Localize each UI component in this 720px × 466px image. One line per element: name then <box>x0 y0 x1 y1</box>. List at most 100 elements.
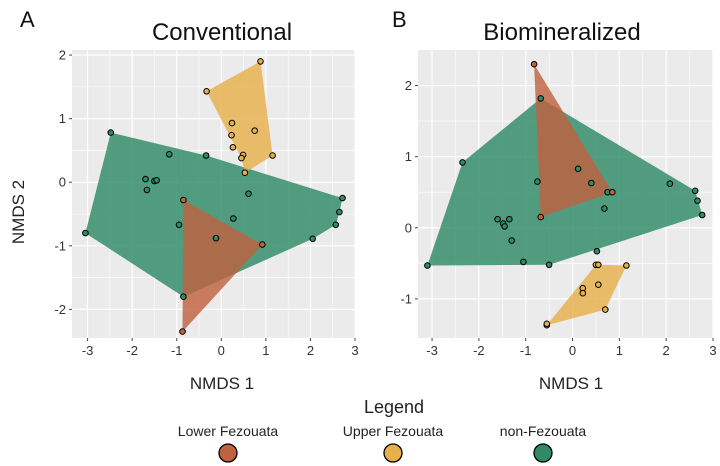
legend-label-non: non-Fezouata <box>500 423 587 439</box>
legend-title: Legend <box>364 397 424 417</box>
panel-a-point-non-fezouata <box>339 194 346 202</box>
panel-b-ytick-label: 2 <box>405 78 412 93</box>
panel-b-point-upper-fezouata <box>595 261 602 269</box>
panel-a-xtick-label: -2 <box>126 343 138 358</box>
panel-a-hull-lower-fezouata <box>182 200 263 332</box>
panel-b-point-upper-fezouata <box>595 281 602 289</box>
panel-a-xtick-label: 0 <box>218 343 225 358</box>
panel-a-point-non-fezouata <box>309 235 317 243</box>
panel-b-point-non-fezouata <box>601 205 608 212</box>
panel-b-ytick-label: 1 <box>405 149 412 164</box>
panel-b-ytick-label: -1 <box>400 291 412 306</box>
panel-a-ytick-label: -1 <box>54 238 66 253</box>
panel-b-xtick-label: -3 <box>426 343 438 358</box>
panel-a-point-non-fezouata <box>212 234 220 242</box>
panel-a-point-non-fezouata <box>82 229 89 237</box>
panel-b-point-non-fezouata <box>691 187 699 195</box>
panel-b-point-non-fezouata <box>501 223 508 230</box>
panel-b-xtick-label: -1 <box>520 343 532 358</box>
panel-b-point-non-fezouata <box>694 197 701 205</box>
legend-swatch-non <box>533 443 553 463</box>
panel-a-xtick-label: 2 <box>307 343 314 358</box>
panel-b-point-non-fezouata <box>508 237 516 244</box>
panel-a-point-non-fezouata <box>153 177 160 184</box>
panel-b-ytick-label: 0 <box>405 220 412 235</box>
panel-b-xlabel: NMDS 1 <box>539 374 603 393</box>
panel-a-point-upper-fezouata <box>269 152 276 159</box>
legend-swatch-lower <box>218 443 238 463</box>
panel-a-point-lower-fezouata <box>259 241 266 248</box>
panel-a-point-upper-fezouata <box>228 119 236 127</box>
panel-b-xtick-label: 3 <box>709 343 716 358</box>
legend: Legend Lower Fezouata Upper Fezouata non… <box>178 397 587 463</box>
legend-label-upper: Upper Fezouata <box>343 423 444 439</box>
panel-b-point-non-fezouata <box>574 165 582 173</box>
panel-a-hull-non-fezouata <box>85 132 343 297</box>
panel-a-title: Conventional <box>152 19 292 46</box>
panel-b-title: Biomineralized <box>483 19 640 46</box>
panel-b-xtick-label: 1 <box>616 343 623 358</box>
panel-b-hull-upper-fezouata <box>546 264 627 326</box>
panel-a-point-lower-fezouata <box>179 328 186 335</box>
panel-b-point-lower-fezouata <box>609 188 616 196</box>
panel-b-xtick-label: 0 <box>569 343 576 358</box>
panel-a-hull-upper-fezouata <box>206 61 273 173</box>
panel-a-point-upper-fezouata <box>238 154 245 162</box>
panel-a-point-non-fezouata <box>143 186 151 194</box>
panel-b-point-non-fezouata <box>593 247 601 255</box>
panel-a-xtick-label: 3 <box>351 343 358 358</box>
panel-b-point-non-fezouata <box>424 262 431 269</box>
panel-a-point-non-fezouata <box>165 151 173 158</box>
panel-a-point-non-fezouata <box>180 293 187 301</box>
legend-label-lower: Lower Fezouata <box>178 423 279 439</box>
panel-b-point-lower-fezouata <box>530 60 538 68</box>
panel-a-point-upper-fezouata <box>203 88 210 95</box>
panel-b-point-non-fezouata <box>534 178 541 185</box>
panel-b-letter: B <box>392 7 407 32</box>
panel-b-hull-lower-fezouata <box>534 64 613 218</box>
panel-b-point-non-fezouata <box>666 180 674 187</box>
panel-b-point-non-fezouata <box>520 258 527 266</box>
panel-b-point-non-fezouata <box>698 211 706 219</box>
panel-a-point-upper-fezouata <box>229 144 237 151</box>
panel-a-letter: A <box>20 7 35 32</box>
panel-a-point-non-fezouata <box>230 215 237 222</box>
panel-a-point-non-fezouata <box>202 152 210 159</box>
panel-a-xtick-label: 1 <box>262 343 269 358</box>
panel-b-xtick-label: -2 <box>473 343 485 358</box>
panel-b-point-non-fezouata <box>537 95 545 102</box>
panel-a-ytick-label: 1 <box>59 111 66 126</box>
panel-b-plot: -3 -2 -1 0 1 2 3 -1 0 1 2 <box>400 50 717 358</box>
panel-b-point-non-fezouata <box>506 215 513 223</box>
panel-a-ylabel: NMDS 2 <box>9 180 28 244</box>
panel-b-point-lower-fezouata <box>537 213 545 221</box>
panel-a-ytick-label: -2 <box>54 302 66 317</box>
panel-a-point-non-fezouata <box>175 221 183 229</box>
legend-swatch-upper <box>383 443 403 463</box>
panel-a-ytick-label: 0 <box>59 175 66 190</box>
panel-b-point-non-fezouata <box>494 215 501 223</box>
panel-a-xtick-label: -3 <box>82 343 94 358</box>
panel-b-point-upper-fezouata <box>579 289 587 297</box>
panel-a-ytick-label: 2 <box>59 48 66 63</box>
panel-a-point-upper-fezouata <box>251 127 258 134</box>
panel-a-point-non-fezouata <box>107 129 115 136</box>
panel-a-point-upper-fezouata <box>257 58 264 65</box>
panel-b-xtick-label: 2 <box>663 343 670 358</box>
panel-a-point-lower-fezouata <box>180 196 187 204</box>
panel-b-point-upper-fezouata <box>543 320 551 328</box>
panel-a-point-non-fezouata <box>332 221 340 229</box>
panel-b-point-non-fezouata <box>588 179 595 187</box>
panel-b-point-non-fezouata <box>545 261 553 269</box>
panel-b-point-upper-fezouata <box>602 306 609 313</box>
panel-a-plot: -3 -2 -1 0 1 2 3 -2 -1 0 1 2 <box>54 48 358 358</box>
panel-a-xlabel: NMDS 1 <box>190 374 254 393</box>
panel-a-point-upper-fezouata <box>228 131 235 139</box>
panel-a-point-non-fezouata <box>245 190 252 197</box>
panel-a-point-upper-fezouata <box>241 169 249 176</box>
panel-b-point-non-fezouata <box>459 159 466 166</box>
panel-a-point-non-fezouata <box>336 208 343 216</box>
panel-b-point-upper-fezouata <box>623 262 630 269</box>
panel-a-xtick-label: -1 <box>171 343 183 358</box>
